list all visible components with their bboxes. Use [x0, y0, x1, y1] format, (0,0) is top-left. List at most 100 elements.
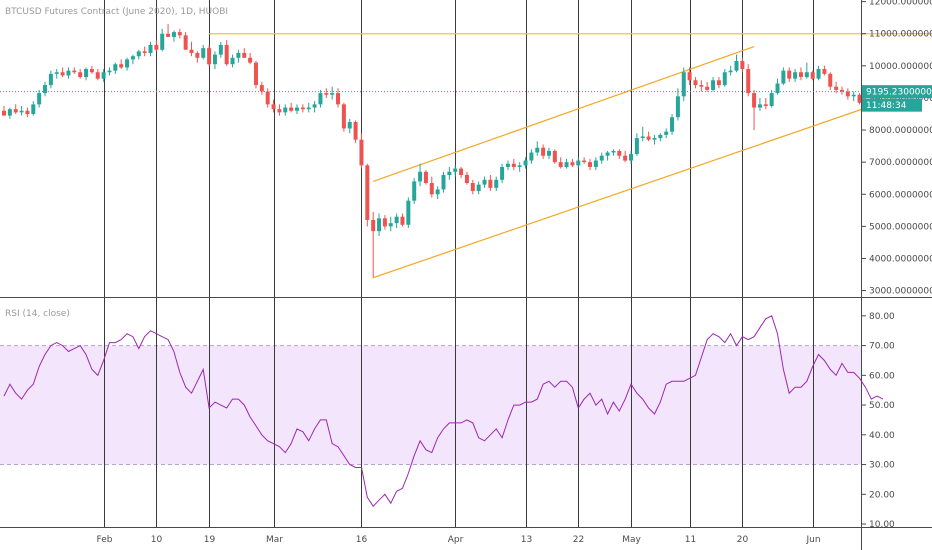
candle-body	[406, 200, 411, 225]
candle-body	[781, 70, 786, 84]
candle-body	[634, 138, 639, 155]
candle-body	[48, 73, 53, 86]
candle-body	[7, 109, 12, 116]
candle-body	[687, 72, 692, 81]
candle-body	[834, 86, 839, 90]
price-pane-background	[0, 0, 861, 297]
candle-body	[541, 147, 546, 156]
candle-body	[693, 80, 698, 86]
candle-body	[394, 216, 399, 224]
rsi-axis-ticks: 80.00 70.00 60.00 50.00 40.00 30.00 20.00 10.00	[862, 312, 895, 530]
candle-body	[681, 72, 686, 97]
candle-body	[851, 94, 856, 97]
price-tick-label: 12000.00000000	[869, 0, 932, 8]
price-tick-label: 4000.00000000	[869, 254, 932, 264]
candle-body	[336, 93, 341, 105]
candle-body	[382, 218, 387, 227]
candle-body	[629, 154, 634, 161]
candle-body	[236, 52, 241, 58]
candle-body	[212, 54, 217, 65]
candle-body	[763, 104, 768, 106]
candle-body	[476, 184, 481, 192]
candle-body	[804, 72, 809, 78]
time-tick-label: Feb	[97, 535, 113, 545]
price-pane[interactable]: BTCUSD Futures Contract (June 2020), 1D,…	[0, 0, 932, 297]
candle-body	[716, 80, 721, 86]
candle-body	[798, 72, 803, 78]
time-tick-label: May	[622, 535, 641, 545]
candle-body	[459, 168, 464, 175]
candle-body	[699, 85, 704, 87]
candle-body	[839, 89, 844, 92]
time-axis[interactable]: Feb 10 19 Mar 16 Apr 13 22 May 11 20 Jun	[0, 527, 932, 546]
candle-body	[300, 107, 305, 110]
rsi-legend: RSI (14, close)	[5, 309, 70, 319]
trendline-channel-lower	[372, 97, 895, 279]
candle-body	[377, 218, 382, 232]
candle-body	[593, 160, 598, 167]
candle-body	[2, 110, 6, 116]
candle-body	[728, 70, 733, 73]
time-tick-label: 20	[737, 535, 749, 545]
candle-body	[160, 33, 165, 50]
rsi-tick-label: 80.00	[869, 312, 895, 322]
rsi-tick-label: 30.00	[869, 461, 895, 471]
candle-body	[330, 93, 335, 95]
price-axis[interactable]: 12000.00000000 11000.00000000 10000.000000…	[861, 0, 932, 550]
candle-body	[371, 219, 376, 232]
candle-body	[201, 48, 206, 58]
candle-body	[494, 179, 499, 188]
candle-body	[640, 136, 645, 139]
candle-body	[130, 56, 135, 60]
candle-body	[470, 183, 475, 192]
candle-body	[670, 117, 675, 132]
candle-body	[113, 64, 118, 71]
candle-body	[441, 174, 446, 190]
rsi-tick-label: 60.00	[869, 371, 895, 381]
candle-body	[570, 162, 575, 166]
candle-body	[207, 48, 212, 65]
candle-body	[365, 165, 370, 220]
candle-body	[13, 109, 18, 113]
candle-body	[816, 69, 821, 79]
candle-body	[166, 33, 171, 37]
price-tick-label: 6000.00000000	[869, 190, 932, 200]
candle-body	[705, 86, 710, 90]
candle-body	[588, 162, 592, 167]
candle-body	[564, 162, 569, 167]
candle-body	[271, 104, 276, 110]
candle-body	[259, 85, 264, 92]
candle-body	[72, 70, 77, 73]
candle-body	[605, 152, 610, 156]
candle-body	[535, 147, 540, 153]
rsi-pane[interactable]: RSI (14, close)	[0, 298, 884, 527]
candle-body	[652, 138, 657, 140]
candle-body	[119, 64, 124, 68]
candle-body	[793, 72, 798, 79]
candle-body	[312, 104, 317, 108]
candle-body	[664, 131, 669, 135]
price-tick-label: 3000.00000000	[869, 287, 932, 297]
candle-body	[218, 44, 223, 55]
candle-body	[582, 160, 587, 163]
candle-body	[429, 183, 434, 195]
candle-body	[599, 155, 604, 161]
rsi-line	[3, 315, 884, 507]
trendlines	[209, 33, 932, 279]
candle-body	[447, 171, 452, 175]
candle-body	[37, 93, 42, 105]
candle-body	[576, 160, 581, 166]
price-tick-label: 5000.00000000	[869, 222, 932, 232]
last-price-badge: 9195.23000000 11:48:34	[862, 85, 932, 112]
price-tick-label: 11000.00000000	[869, 30, 932, 40]
candle-body	[89, 69, 94, 73]
rsi-band	[0, 345, 861, 465]
rsi-tick-label: 70.00	[869, 342, 895, 352]
candle-body	[857, 94, 862, 103]
candle-body	[283, 107, 288, 113]
candle-body	[171, 32, 176, 37]
candle-body	[295, 107, 299, 111]
candle-body	[324, 93, 329, 95]
candle-body	[552, 150, 557, 163]
candle-body	[453, 168, 458, 172]
